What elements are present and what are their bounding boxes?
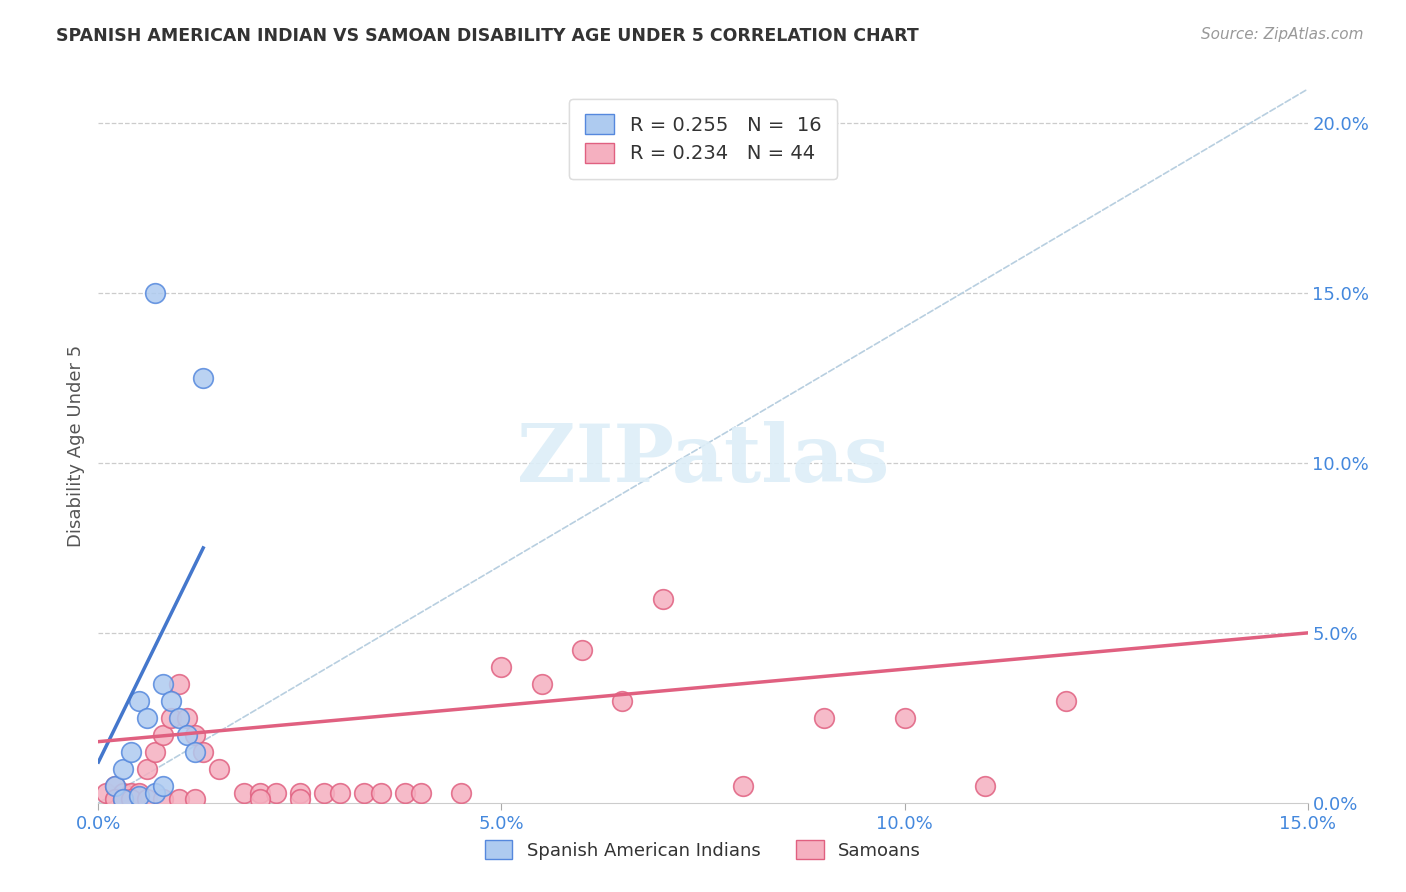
Point [370, 786, 392, 800]
Point [128, 786, 150, 800]
Point [111, 792, 134, 806]
Point [103, 779, 125, 793]
Point [264, 786, 287, 800]
Point [813, 711, 835, 725]
Text: ZIPatlas: ZIPatlas [517, 421, 889, 500]
Point [193, 371, 215, 385]
Y-axis label: Disability Age Under 5: Disability Age Under 5 [66, 345, 84, 547]
Point [96, 786, 118, 800]
Point [111, 792, 134, 806]
Point [152, 779, 174, 793]
Point [135, 711, 157, 725]
Point [120, 786, 142, 800]
Point [184, 792, 207, 806]
Point [167, 792, 190, 806]
Point [176, 728, 198, 742]
Point [232, 786, 254, 800]
Point [409, 786, 432, 800]
Point [208, 762, 231, 776]
Point [394, 786, 416, 800]
Point [103, 779, 125, 793]
Point [530, 677, 553, 691]
Point [733, 779, 755, 793]
Point [288, 786, 311, 800]
Point [143, 286, 166, 301]
Point [314, 786, 336, 800]
Point [120, 792, 142, 806]
Point [152, 677, 174, 691]
Point [353, 786, 375, 800]
Point [160, 711, 183, 725]
Point [974, 779, 997, 793]
Point [193, 745, 215, 759]
Legend: R = 0.255   N =  16, R = 0.234   N = 44: R = 0.255 N = 16, R = 0.234 N = 44 [569, 99, 837, 179]
Point [1054, 694, 1077, 708]
Point [111, 786, 134, 800]
Point [288, 792, 311, 806]
Point [143, 786, 166, 800]
Point [184, 745, 207, 759]
Point [249, 792, 271, 806]
Point [571, 643, 593, 657]
Point [176, 711, 198, 725]
Point [152, 728, 174, 742]
Point [143, 745, 166, 759]
Point [329, 786, 352, 800]
Point [167, 677, 190, 691]
Point [450, 786, 472, 800]
Point [128, 694, 150, 708]
Point [612, 694, 634, 708]
Point [103, 792, 125, 806]
Text: SPANISH AMERICAN INDIAN VS SAMOAN DISABILITY AGE UNDER 5 CORRELATION CHART: SPANISH AMERICAN INDIAN VS SAMOAN DISABI… [56, 27, 920, 45]
Point [160, 694, 183, 708]
Point [893, 711, 915, 725]
Point [128, 789, 150, 803]
Point [651, 591, 673, 606]
Point [167, 711, 190, 725]
Point [111, 762, 134, 776]
Point [249, 786, 271, 800]
Text: Source: ZipAtlas.com: Source: ZipAtlas.com [1201, 27, 1364, 42]
Point [491, 660, 513, 674]
Point [120, 745, 142, 759]
Point [135, 792, 157, 806]
Legend: Spanish American Indians, Samoans: Spanish American Indians, Samoans [471, 826, 935, 874]
Point [152, 792, 174, 806]
Point [135, 762, 157, 776]
Point [184, 728, 207, 742]
